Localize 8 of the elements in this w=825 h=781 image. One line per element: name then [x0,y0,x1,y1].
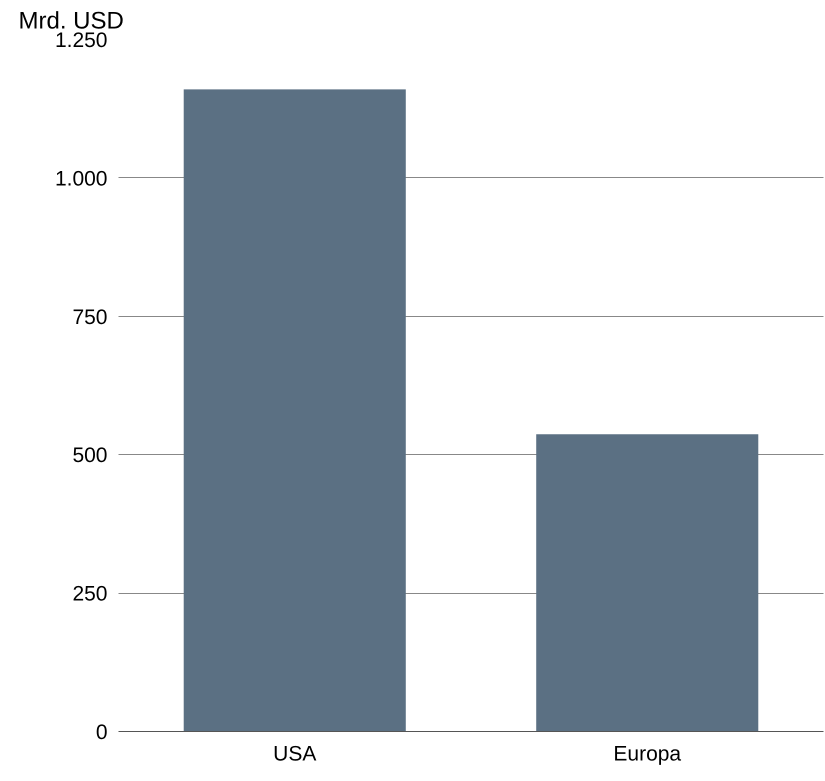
y-tick-label: 750 [72,306,108,329]
y-tick-label: 250 [72,582,108,606]
x-tick-label: Europa [613,742,682,766]
y-tick-label: 500 [72,444,108,468]
y-tick-label: 1.250 [54,29,108,52]
y-tick-label: 0 [96,721,108,744]
x-tick-label: USA [273,742,316,766]
y-tick-label: 1.000 [54,167,108,190]
